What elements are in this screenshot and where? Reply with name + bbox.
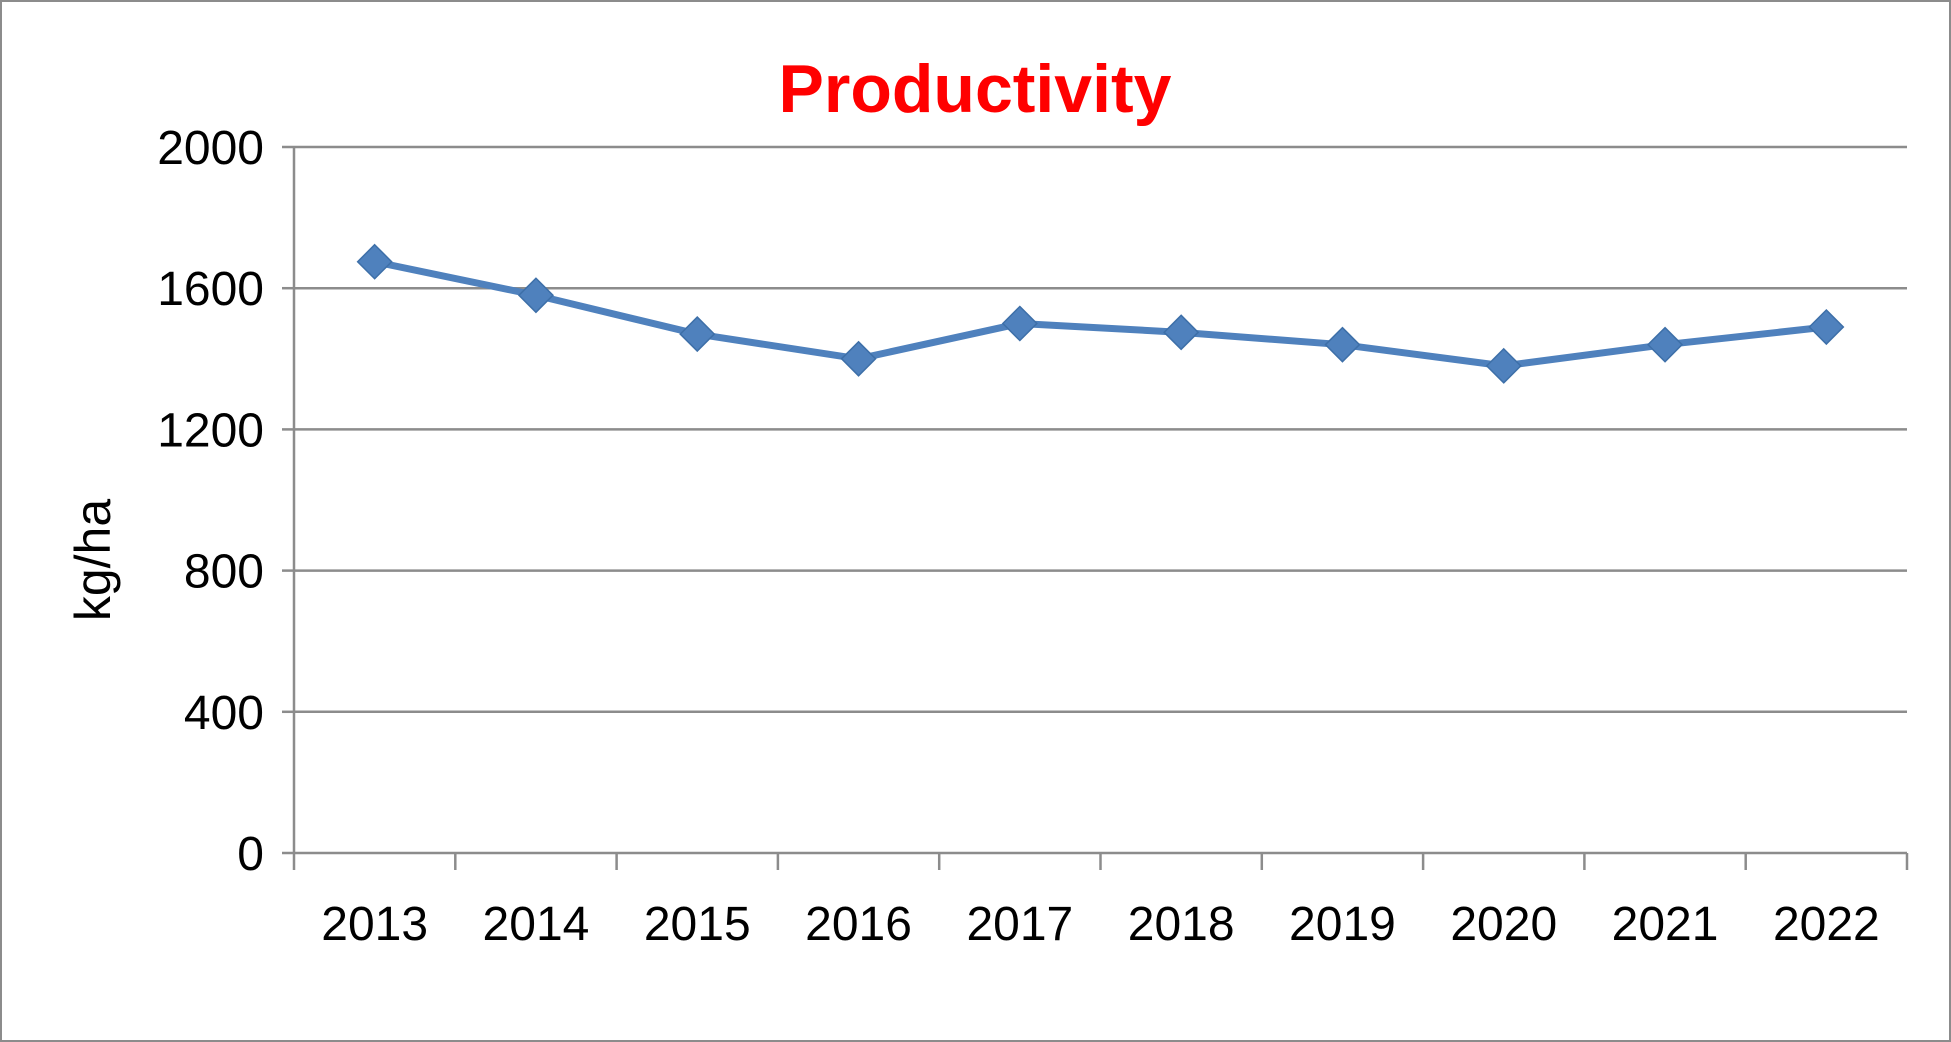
y-tick-label: 2000 xyxy=(157,122,264,175)
data-point-marker xyxy=(1485,347,1522,384)
y-tick-label: 800 xyxy=(184,546,264,599)
data-point-marker xyxy=(1163,314,1200,351)
series-line-path xyxy=(373,258,1827,370)
x-tick-label: 2021 xyxy=(1612,898,1719,951)
x-tick-label: 2022 xyxy=(1773,898,1880,951)
x-tick-label: 2018 xyxy=(1128,898,1235,951)
y-tick-label: 0 xyxy=(237,828,264,881)
series-line xyxy=(356,243,1845,384)
x-tick-label: 2014 xyxy=(483,898,590,951)
data-point-marker xyxy=(517,277,555,314)
chart-title: Productivity xyxy=(779,51,1172,127)
data-point-marker xyxy=(679,316,716,353)
x-tick-label: 2017 xyxy=(966,898,1073,951)
data-point-marker xyxy=(356,243,393,280)
x-tick-label: 2019 xyxy=(1289,898,1396,951)
y-tick-label: 1200 xyxy=(157,404,264,457)
y-tick-labels: 0 400 800 1200 1600 2000 xyxy=(157,122,264,881)
x-tick-label: 2015 xyxy=(644,898,751,951)
data-point-marker xyxy=(840,340,877,377)
axes xyxy=(282,145,1909,870)
data-point-marker xyxy=(1324,326,1361,363)
x-tick-label: 2020 xyxy=(1450,898,1557,951)
data-point-marker xyxy=(1808,308,1845,346)
y-axis-title: kg/ha xyxy=(65,499,121,622)
x-tick-label: 2013 xyxy=(321,898,428,951)
y-tick-label: 1600 xyxy=(157,263,264,316)
data-point-marker xyxy=(1646,326,1684,363)
x-tick-labels: 2013 2014 2015 2016 2017 2018 2019 2020 2021 2022 xyxy=(321,898,1879,951)
gridlines xyxy=(294,145,1907,714)
y-tick-label: 400 xyxy=(184,687,264,740)
x-tick-label: 2016 xyxy=(805,898,912,951)
data-point-marker xyxy=(1001,305,1038,342)
